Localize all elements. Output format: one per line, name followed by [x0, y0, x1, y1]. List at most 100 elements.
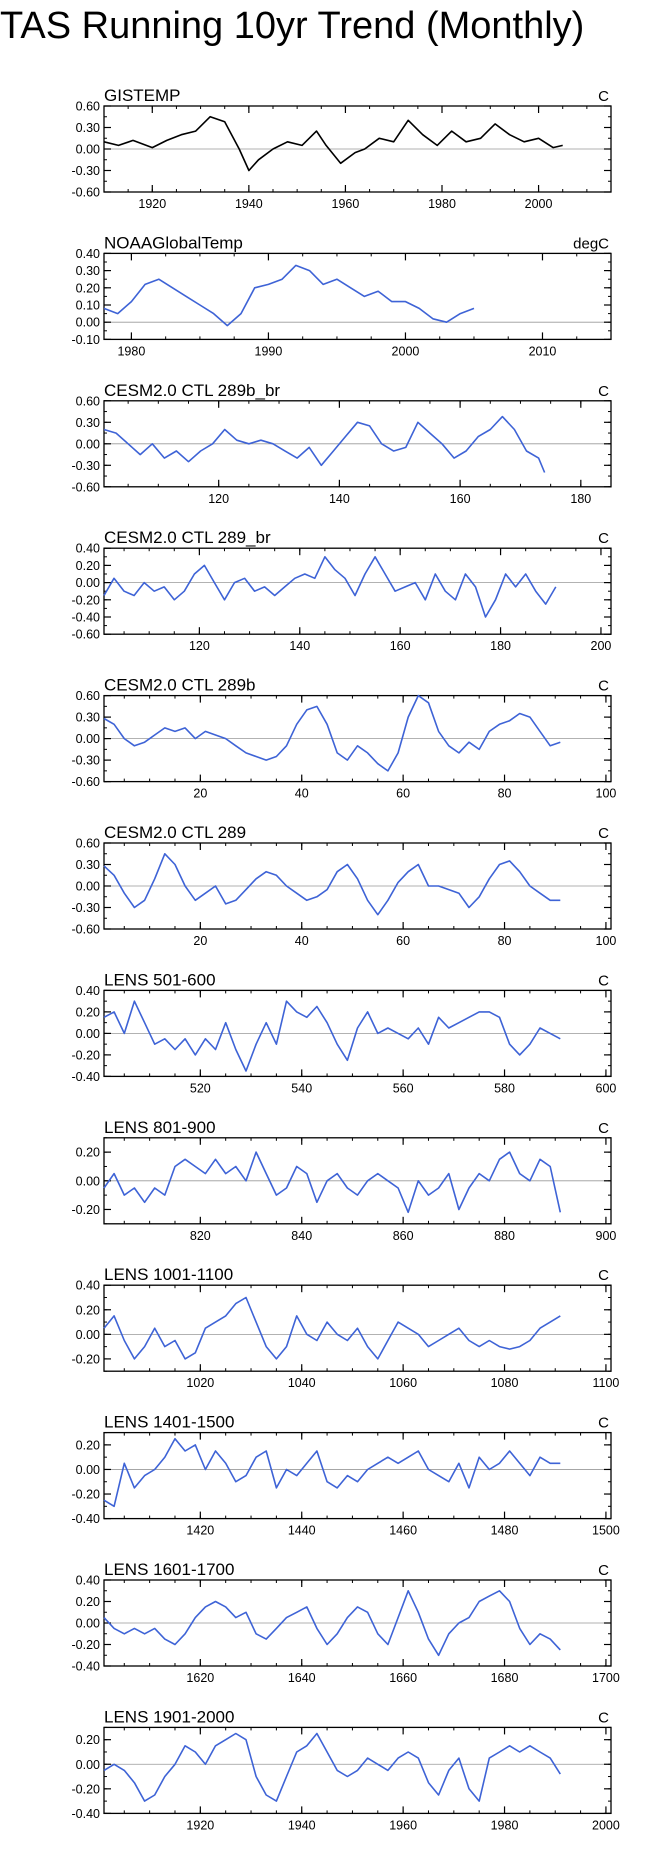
x-tick-label: 860: [393, 1229, 414, 1243]
panel-units: C: [598, 1267, 609, 1284]
x-tick-label: 540: [291, 1081, 312, 1095]
panel-units: C: [598, 825, 609, 842]
panel-units: C: [598, 1120, 609, 1137]
x-tick-label: 1420: [186, 1524, 214, 1538]
panel-title: LENS 1901-2000: [104, 1707, 234, 1726]
x-tick-label: 2000: [392, 344, 420, 358]
x-tick-label: 2000: [592, 1818, 620, 1832]
x-tick-label: 100: [596, 787, 617, 801]
x-tick-label: 1920: [138, 197, 166, 211]
x-tick-label: 1960: [389, 1818, 417, 1832]
series-line: [103, 1296, 561, 1360]
y-tick-label: 0.00: [76, 143, 100, 157]
x-tick-label: 1080: [491, 1376, 519, 1390]
panel-units: C: [598, 972, 609, 989]
x-tick-label: 1040: [288, 1376, 316, 1390]
x-tick-label: 200: [591, 639, 612, 653]
y-tick-label: 0.30: [76, 121, 100, 135]
x-tick-label: 1480: [491, 1524, 519, 1538]
panel-units: C: [598, 383, 609, 400]
series-line: [103, 1437, 561, 1508]
x-tick-label: 560: [393, 1081, 414, 1095]
chart-panel: NOAAGlobalTemp degC 1980 1990 2000 2010 -0.10 0…: [72, 233, 612, 358]
x-tick-label: 20: [193, 787, 207, 801]
series-line: [103, 555, 557, 618]
x-tick-label: 1020: [186, 1376, 214, 1390]
chart-panel: LENS 1001-1100 C 1020 1040 1060 1080 1100 -0.20…: [72, 1265, 620, 1390]
y-tick-label: -0.60: [72, 775, 101, 789]
y-tick-label: -0.20: [72, 1638, 101, 1652]
x-tick-label: 140: [289, 639, 310, 653]
x-tick-label: 1660: [389, 1671, 417, 1685]
x-tick-label: 160: [450, 492, 471, 506]
y-tick-label: 0.00: [76, 576, 100, 590]
chart-panel: CESM2.0 CTL 289b_br C 120 140 160 180 -0.60 -0.…: [72, 381, 612, 506]
y-tick-label: -0.30: [72, 164, 101, 178]
y-tick-label: 0.00: [76, 1027, 100, 1041]
series-line: [103, 264, 475, 327]
series-line: [103, 694, 561, 772]
x-tick-label: 820: [190, 1229, 211, 1243]
y-tick-label: 0.60: [76, 689, 100, 703]
panel-title: LENS 1001-1100: [104, 1265, 233, 1284]
panel-title: CESM2.0 CTL 289b_br: [104, 381, 280, 400]
y-tick-label: 0.20: [76, 1438, 100, 1452]
y-tick-label: -0.20: [72, 1203, 101, 1217]
series-line: [103, 1732, 561, 1802]
y-tick-label: 0.20: [76, 1733, 100, 1747]
x-tick-label: 20: [193, 934, 207, 948]
panel-title: LENS 501-600: [104, 970, 216, 989]
x-tick-label: 1640: [288, 1671, 316, 1685]
x-tick-label: 1700: [592, 1671, 620, 1685]
series-line: [103, 115, 563, 172]
x-tick-label: 1620: [186, 1671, 214, 1685]
x-tick-label: 2010: [529, 344, 557, 358]
y-tick-label: 0.60: [76, 394, 100, 408]
y-tick-label: 0.40: [76, 542, 100, 556]
x-tick-label: 80: [498, 934, 512, 948]
y-tick-label: -0.40: [72, 1660, 101, 1674]
y-tick-label: 0.30: [76, 264, 100, 278]
y-tick-label: 0.30: [76, 416, 100, 430]
panel-title: CESM2.0 CTL 289_br: [104, 528, 271, 547]
x-tick-label: 60: [396, 787, 410, 801]
x-tick-label: 100: [596, 934, 617, 948]
plot-frame: [103, 547, 612, 635]
x-tick-label: 2000: [525, 197, 553, 211]
chart-panel: LENS 801-900 C 820 840 860 880 900 -0.20 0.00 0.2…: [72, 1118, 617, 1243]
y-tick-label: 0.20: [76, 1005, 100, 1019]
x-tick-label: 40: [295, 787, 309, 801]
x-tick-label: 80: [498, 787, 512, 801]
x-tick-label: 1990: [255, 344, 283, 358]
panel-units: C: [598, 1709, 609, 1726]
y-tick-label: -0.20: [72, 1782, 101, 1796]
y-tick-label: -0.60: [72, 923, 101, 937]
y-tick-label: 0.00: [76, 437, 100, 451]
y-tick-label: 0.60: [76, 837, 100, 851]
series-line: [103, 1000, 561, 1072]
y-tick-label: 0.00: [76, 1174, 100, 1188]
y-tick-label: -0.40: [72, 611, 101, 625]
plot-frame: [103, 1431, 612, 1520]
y-tick-label: 0.20: [76, 1303, 100, 1317]
panel-title: LENS 801-900: [104, 1118, 216, 1137]
chart-panel: LENS 1601-1700 C 1620 1640 1660 1680 1700 -0.40…: [72, 1560, 620, 1685]
x-tick-label: 160: [390, 639, 411, 653]
y-tick-label: 0.20: [76, 281, 100, 295]
panel-title: LENS 1601-1700: [104, 1560, 234, 1579]
x-tick-label: 120: [189, 639, 210, 653]
y-tick-label: -0.20: [72, 1048, 101, 1062]
y-tick-label: 0.20: [76, 1595, 100, 1609]
y-tick-label: 0.40: [76, 1574, 100, 1588]
x-tick-label: 140: [329, 492, 350, 506]
panel-units: C: [598, 530, 609, 547]
y-tick-label: -0.20: [72, 593, 101, 607]
y-tick-label: -0.40: [72, 1070, 101, 1084]
y-tick-label: -0.30: [72, 754, 101, 768]
y-tick-label: -0.60: [72, 480, 101, 494]
y-tick-label: 0.20: [76, 559, 100, 573]
x-tick-label: 1500: [592, 1524, 620, 1538]
x-tick-label: 40: [295, 934, 309, 948]
plot-frame: [103, 252, 612, 341]
